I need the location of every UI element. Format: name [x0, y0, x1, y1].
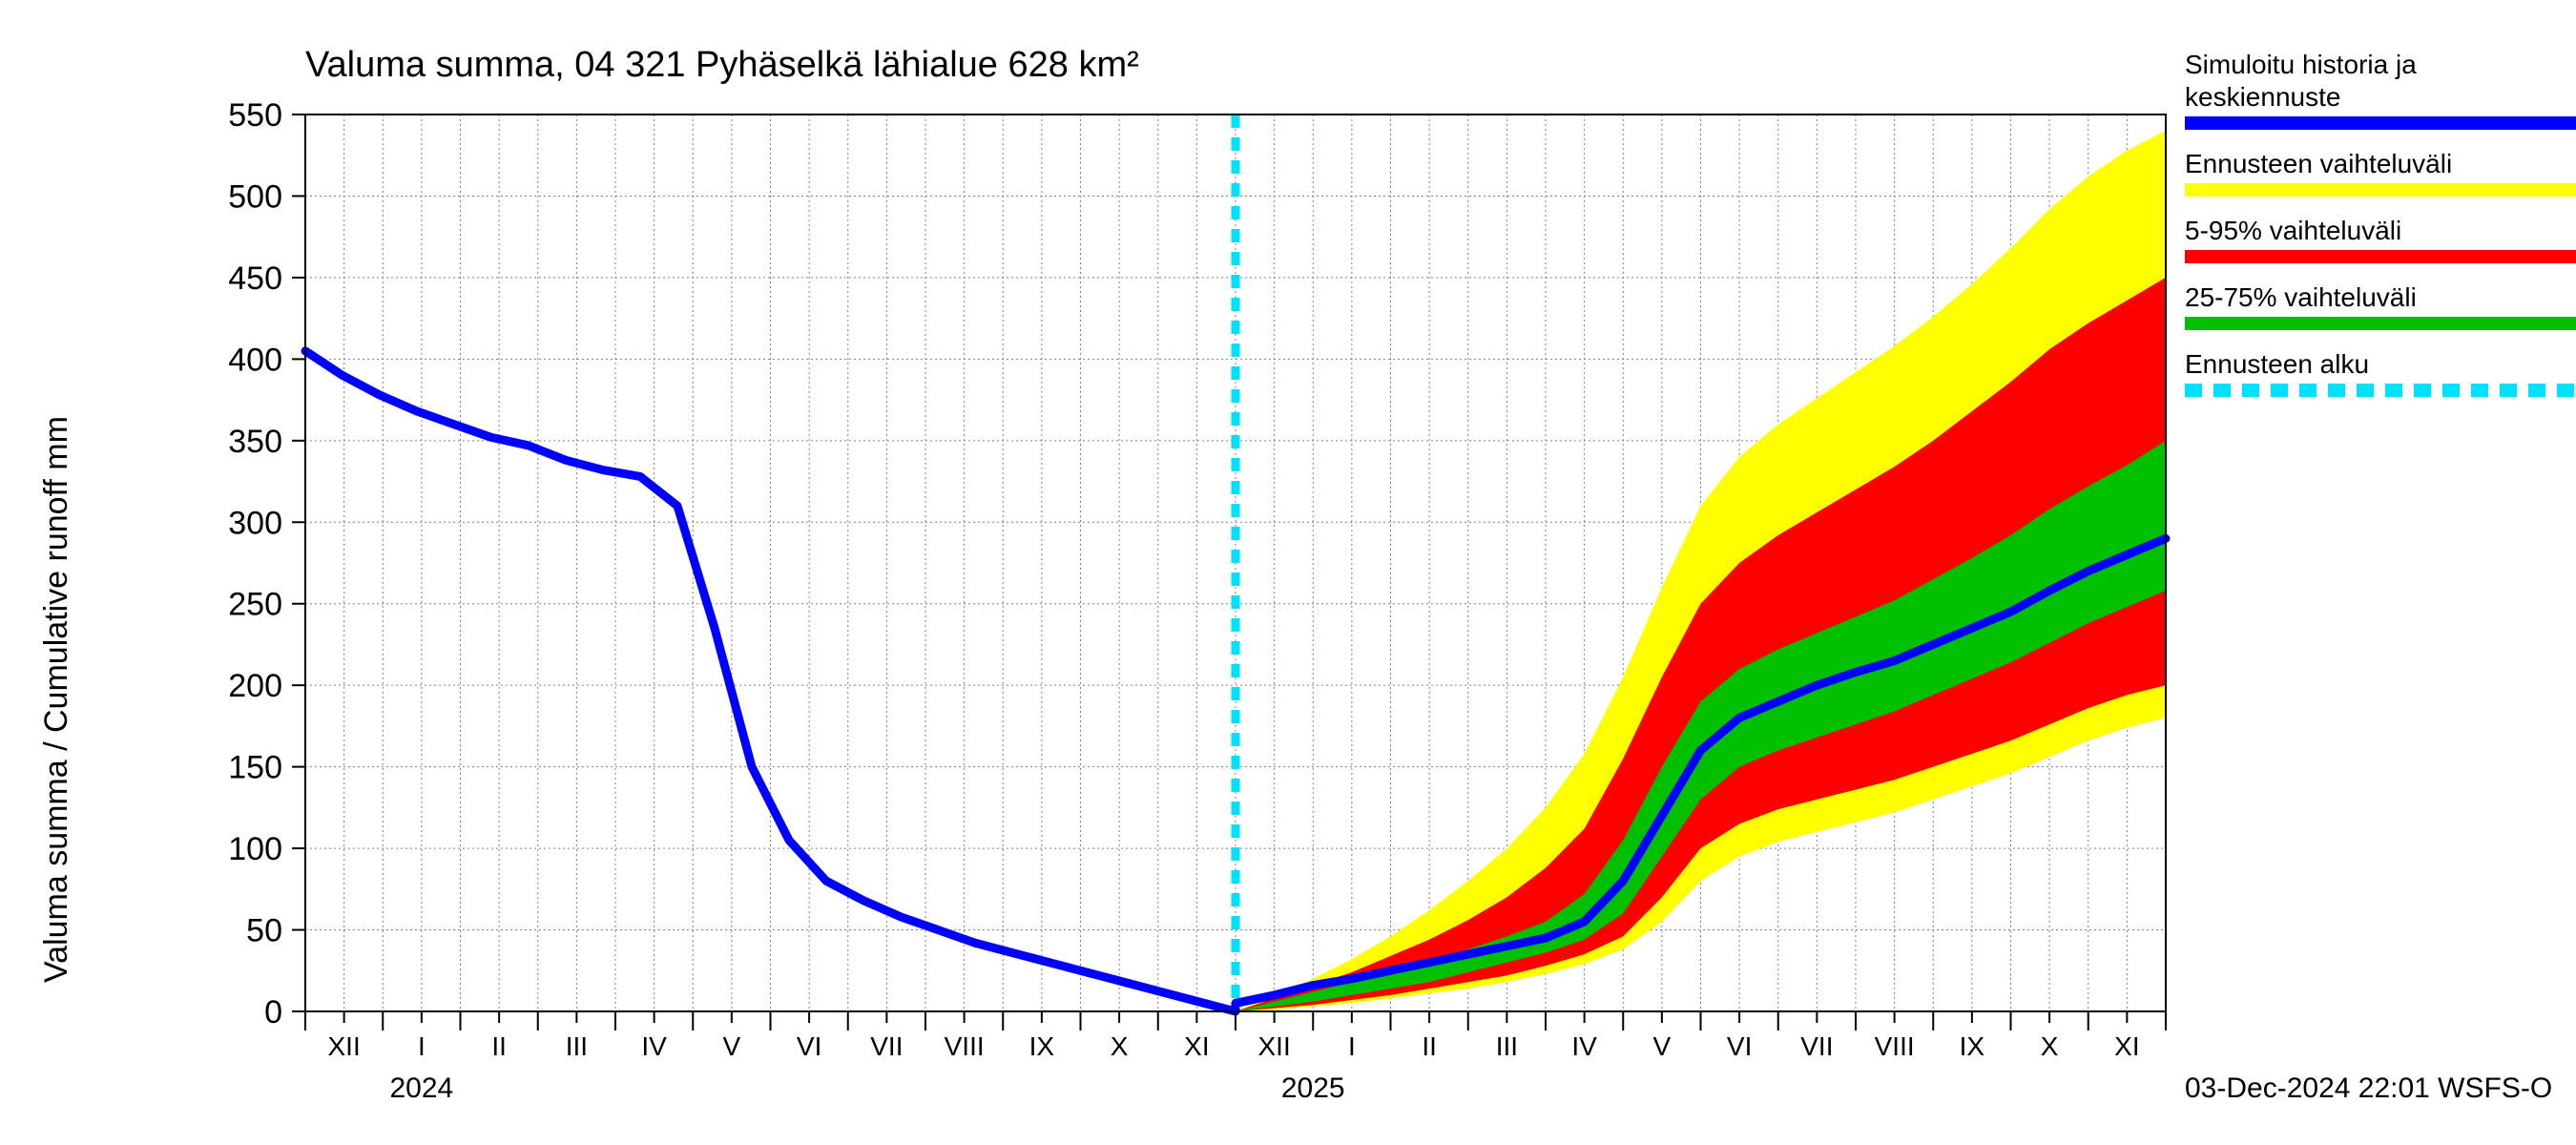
x-month-label: II — [491, 1031, 507, 1061]
x-month-label: VI — [1727, 1031, 1752, 1061]
legend-label: 5-95% vaihteluväli — [2185, 216, 2401, 245]
x-year-label: 2024 — [390, 1072, 454, 1104]
legend: Simuloitu historia ja keskiennuste Ennuste… — [2185, 50, 2576, 390]
y-axis-label: Valuma summa / Cumulative runoff mm — [38, 416, 74, 983]
footer-timestamp: 03-Dec-2024 22:01 WSFS-O — [2185, 1072, 2552, 1104]
x-month-label: I — [418, 1031, 426, 1061]
y-tick-label: 150 — [228, 750, 282, 786]
x-month-label: III — [1496, 1031, 1518, 1061]
y-tick-label: 200 — [228, 668, 282, 704]
x-month-label: VI — [797, 1031, 821, 1061]
legend-label: 25-75% vaihteluväli — [2185, 282, 2417, 312]
y-tick-label: 400 — [228, 342, 282, 378]
x-month-label: V — [1653, 1031, 1672, 1061]
x-month-label: IX — [1029, 1031, 1055, 1061]
x-month-label: VIII — [1875, 1031, 1915, 1061]
legend-label: Ennusteen vaihteluväli — [2185, 149, 2452, 178]
y-tick-label: 50 — [246, 913, 282, 949]
x-month-label: IV — [1571, 1031, 1597, 1061]
x-month-label: VII — [1800, 1031, 1833, 1061]
x-year-label: 2025 — [1281, 1072, 1345, 1104]
legend-label: Simuloitu historia ja — [2185, 50, 2417, 79]
legend-label: Ennusteen alku — [2185, 349, 2369, 379]
x-month-label: VII — [870, 1031, 903, 1061]
y-tick-label: 100 — [228, 831, 282, 867]
x-month-label: XI — [2114, 1031, 2139, 1061]
y-tick-label: 350 — [228, 424, 282, 460]
x-month-label: X — [1111, 1031, 1129, 1061]
x-month-label: V — [723, 1031, 741, 1061]
y-tick-label: 300 — [228, 505, 282, 541]
x-month-label: X — [2041, 1031, 2059, 1061]
x-month-label: VIII — [945, 1031, 985, 1061]
y-tick-label: 500 — [228, 178, 282, 215]
y-tick-label: 0 — [264, 994, 282, 1030]
x-month-label: XI — [1184, 1031, 1209, 1061]
x-month-label: XII — [1258, 1031, 1291, 1061]
y-tick-label: 450 — [228, 260, 282, 297]
x-month-label: II — [1422, 1031, 1437, 1061]
y-tick-label: 250 — [228, 587, 282, 623]
chart-title: Valuma summa, 04 321 Pyhäselkä lähialue … — [305, 45, 1139, 85]
x-month-label: IX — [1960, 1031, 1985, 1061]
legend-label: keskiennuste — [2185, 82, 2340, 112]
x-month-label: XII — [328, 1031, 361, 1061]
x-month-label: I — [1348, 1031, 1356, 1061]
chart-svg: 050100150200250300350400450500550XIIIIII… — [0, 0, 2576, 1145]
x-month-label: III — [566, 1031, 588, 1061]
x-month-label: IV — [641, 1031, 667, 1061]
y-tick-label: 550 — [228, 97, 282, 134]
chart-container: 050100150200250300350400450500550XIIIIII… — [0, 0, 2576, 1145]
